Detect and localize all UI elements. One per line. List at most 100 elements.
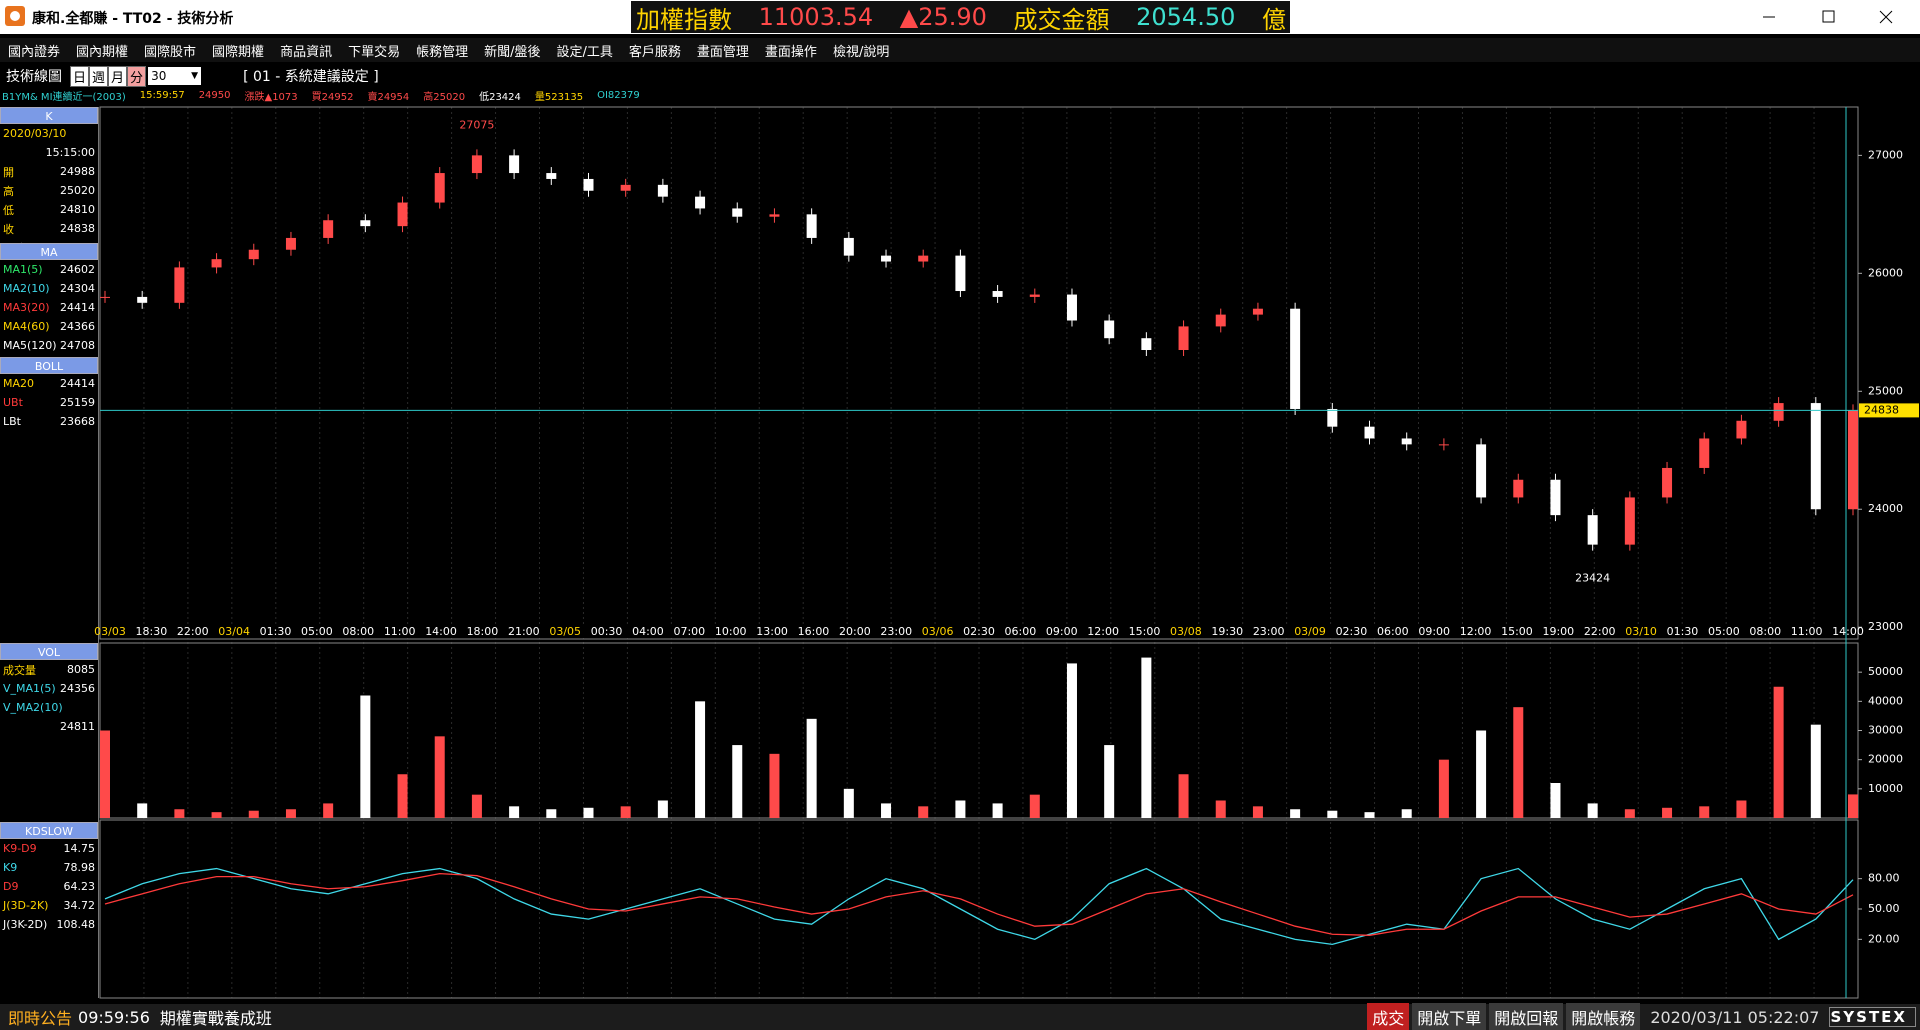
candle xyxy=(397,202,408,227)
panel-row: J(3K-2D) 108.48 xyxy=(0,915,98,934)
candle xyxy=(1736,420,1747,439)
x-tick-label: 04:00 xyxy=(632,625,664,638)
menu-item[interactable]: 新聞/盤後 xyxy=(484,44,541,60)
maximize-button[interactable] xyxy=(1822,10,1835,23)
notice-label[interactable]: 即時公告 xyxy=(8,1009,73,1028)
row-value: 64.23 xyxy=(63,880,96,893)
x-tick-label: 14:00 xyxy=(1832,625,1864,638)
x-tick-label: 03/10 xyxy=(1625,625,1657,638)
y-tick-label: 50.00 xyxy=(1868,902,1900,915)
row-label: V_MA1(5) xyxy=(3,682,56,695)
volume-bar xyxy=(1364,812,1375,818)
candle xyxy=(918,255,929,262)
app-icon-dot xyxy=(10,11,20,21)
volume-bar xyxy=(1290,809,1301,818)
panel-frame xyxy=(99,106,1859,640)
row-label: J(3D-2K) xyxy=(3,899,49,912)
quote-text: 漲跌▲1073 xyxy=(244,92,298,103)
status-button[interactable]: 開啟帳務 xyxy=(1566,1003,1641,1030)
volume-bar xyxy=(1066,663,1077,818)
x-tick-label: 05:00 xyxy=(301,625,333,638)
menu-bar: 國內證券 國內期權 國際股市 國際期權 商品資訊 下單交易 帳務管理 新聞/盤後 設定/工具 客戶… xyxy=(0,38,1920,62)
candle xyxy=(1550,479,1561,516)
menu-item[interactable]: 畫面管理 xyxy=(696,44,749,60)
row-label: 低 xyxy=(3,203,14,217)
row-value: 24810 xyxy=(60,203,95,216)
volume-bar xyxy=(1401,809,1412,818)
status-button[interactable]: 開啟下單 xyxy=(1412,1003,1487,1030)
row-label: MA20 xyxy=(3,377,35,390)
period-button[interactable]: 分 xyxy=(127,65,147,87)
row-label: MA2(10) xyxy=(3,282,50,295)
chart-area: 23000 24000 25000 26000 27000 24838 27075 23424… xyxy=(94,106,1919,999)
candle xyxy=(1513,479,1524,498)
menu-item[interactable]: 國內期權 xyxy=(76,44,129,60)
notice-message[interactable]: 期權實戰養成班 xyxy=(159,1009,272,1028)
side-panel: K 2020/03/10 15:15:00 開 24988 高 25020 低 24810 收 24… xyxy=(0,107,99,998)
close-button[interactable] xyxy=(1879,10,1893,24)
row-value: 8085 xyxy=(67,663,95,676)
panel-row: MA20 24414 xyxy=(0,374,98,393)
menu-item[interactable]: 國內證券 xyxy=(8,44,61,60)
panel-row: MA1(5) 24602 xyxy=(0,260,98,279)
menu-item[interactable]: 設定/工具 xyxy=(556,44,613,60)
volume-bar xyxy=(1252,806,1263,818)
period-button[interactable]: 週 xyxy=(89,65,109,87)
interval-select[interactable]: 30 ▼ xyxy=(148,67,202,85)
x-tick-label: 02:30 xyxy=(1336,625,1368,638)
candle xyxy=(657,184,668,197)
menu-item[interactable]: 客戶服務 xyxy=(628,44,681,60)
x-tick-label: 15:00 xyxy=(1501,625,1533,638)
candle xyxy=(583,178,594,191)
x-tick-label: 15:00 xyxy=(1129,625,1161,638)
candle xyxy=(1029,294,1040,297)
status-button[interactable]: 開啟回報 xyxy=(1489,1003,1564,1030)
status-bar: 即時公告 09:59:56 期權實戰養成班 成交 開啟下單 開啟回報 開啟帳務 202… xyxy=(0,1003,1920,1030)
volume-bar xyxy=(546,809,557,818)
candle xyxy=(1476,444,1487,498)
volume-bar xyxy=(434,736,445,818)
menu-item[interactable]: 帳務管理 xyxy=(416,44,469,60)
menu-item[interactable]: 國際股市 xyxy=(144,44,197,60)
status-button[interactable]: 成交 xyxy=(1367,1003,1410,1030)
ticker-text: 2054.50 xyxy=(1136,3,1236,31)
row-value: 14.75 xyxy=(63,842,96,855)
menu-item[interactable]: 商品資訊 xyxy=(280,44,333,60)
row-label: MA3(20) xyxy=(3,301,50,314)
candle xyxy=(509,155,520,174)
period-button[interactable]: 月 xyxy=(108,65,128,87)
window-title: 康和.全都賺 - TT02 - 技術分析 xyxy=(32,11,234,27)
row-label: J(3K-2D) xyxy=(3,918,48,931)
volume-bar xyxy=(881,803,892,818)
menu-item[interactable]: 畫面操作 xyxy=(764,44,817,60)
interval-value: 30 xyxy=(151,69,167,83)
row-label: 開 xyxy=(3,165,14,179)
high-annotation: 27075 xyxy=(459,118,494,131)
candle xyxy=(992,291,1003,297)
y-tick-label: 40000 xyxy=(1868,694,1903,707)
candle xyxy=(434,173,445,203)
period-button[interactable]: 日 xyxy=(70,65,90,87)
x-tick-label: 03/05 xyxy=(549,625,581,638)
menu-item[interactable]: 國際期權 xyxy=(212,44,265,60)
menu-item[interactable]: 檢視/說明 xyxy=(832,44,890,60)
x-tick-label: 10:00 xyxy=(715,625,747,638)
x-tick-label: 08:00 xyxy=(1749,625,1781,638)
panel-section: BOLL MA20 24414 UBt 25159 LBt 23668 xyxy=(0,357,98,431)
x-tick-label: 12:00 xyxy=(1087,625,1119,638)
setting-label[interactable]: [ 01 - 系統建議設定 ] xyxy=(243,69,379,85)
row-value: 24838 xyxy=(60,222,95,235)
menu-item[interactable]: 下單交易 xyxy=(348,44,401,60)
panel-row: K9 78.98 xyxy=(0,858,98,877)
volume-bar xyxy=(769,753,780,818)
volume-bar xyxy=(1624,809,1635,818)
quote-text: 買24952 xyxy=(311,92,354,103)
volume-bar xyxy=(1178,774,1189,818)
x-tick-label: 23:00 xyxy=(1253,625,1285,638)
candle xyxy=(1587,515,1598,545)
x-tick-label: 09:00 xyxy=(1046,625,1078,638)
x-tick-label: 14:00 xyxy=(425,625,457,638)
kd-line xyxy=(104,867,1854,946)
row-label: 2020/03/10 xyxy=(3,127,67,140)
panel-row: MA3(20) 24414 xyxy=(0,298,98,317)
